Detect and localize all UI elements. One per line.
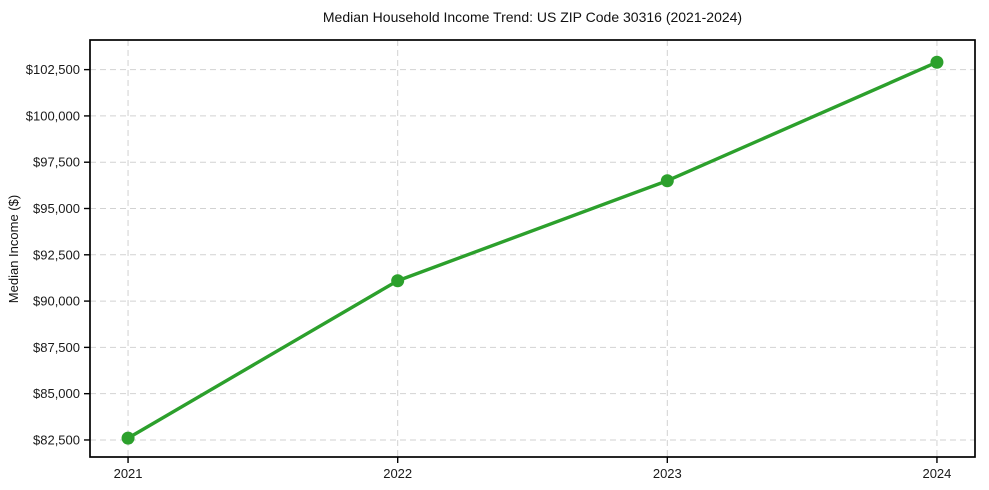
axes-frame bbox=[89, 39, 976, 458]
y-tick-label: $87,500 bbox=[33, 340, 80, 355]
x-tick-label: 2023 bbox=[653, 466, 682, 481]
data-point-2023 bbox=[660, 174, 674, 188]
x-tick-label: 2022 bbox=[383, 466, 412, 481]
y-tick-label: $102,500 bbox=[26, 62, 80, 77]
y-tick-label: $85,000 bbox=[33, 386, 80, 401]
y-tick-label: $100,000 bbox=[26, 108, 80, 123]
y-tick-label: $90,000 bbox=[33, 294, 80, 309]
x-tick-label: 2024 bbox=[922, 466, 951, 481]
trend-line bbox=[126, 60, 939, 440]
data-point-2022 bbox=[391, 274, 405, 288]
y-tick-label: $95,000 bbox=[33, 201, 80, 216]
x-tick-label: 2021 bbox=[114, 466, 143, 481]
y-tick-label: $92,500 bbox=[33, 247, 80, 262]
chart-title: Median Household Income Trend: US ZIP Co… bbox=[322, 9, 743, 25]
data-point-2021 bbox=[121, 431, 135, 445]
y-tick-label: $82,500 bbox=[33, 432, 80, 447]
data-point-2024 bbox=[930, 55, 944, 69]
y-tick-label: $97,500 bbox=[33, 155, 80, 170]
